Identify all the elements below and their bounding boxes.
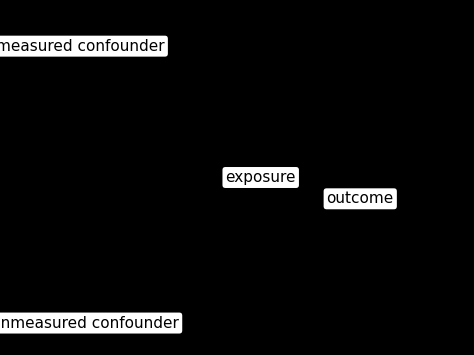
Text: outcome: outcome (327, 191, 394, 206)
Text: unmeasured confounder: unmeasured confounder (0, 316, 179, 331)
Text: measured confounder: measured confounder (0, 39, 165, 54)
Text: exposure: exposure (226, 170, 296, 185)
